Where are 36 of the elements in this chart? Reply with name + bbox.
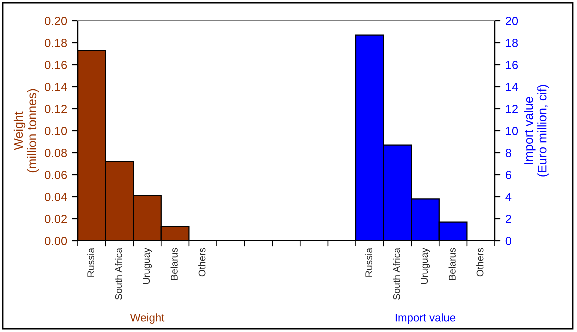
y-tick-label: 0.02: [45, 215, 67, 224]
y2-tick-label: 0: [506, 237, 512, 246]
x-tick-label: Uruguay: [143, 248, 152, 284]
y2-tick-label: 6: [506, 171, 512, 180]
x-tick-label: Russia: [87, 248, 95, 277]
y2-tick-label: 16: [506, 61, 518, 70]
x-tick-label: South Africa: [115, 248, 122, 300]
x-tick-label: Others: [476, 248, 484, 277]
x-tick-label: South Africa: [393, 248, 400, 300]
y-tick-label: 0.14: [45, 83, 68, 92]
y2-tick-label: 12: [506, 105, 518, 114]
y-tick-label: 0.08: [45, 149, 68, 158]
y-tick-label: 0.00: [45, 237, 68, 246]
x-tick-label: Russia: [365, 248, 373, 277]
y2-tick-label: 14: [506, 83, 518, 92]
x-tick-label: Belarus: [170, 248, 178, 280]
y-tick-label: 0.18: [45, 39, 68, 48]
y2-tick-label: 2: [506, 215, 512, 224]
text: Weight: [130, 314, 165, 324]
x-tick-label: Others: [198, 248, 206, 277]
y2-tick-label: 20: [506, 17, 518, 26]
y2-axis-title: Import value (Euro million, cif): [524, 85, 550, 177]
y-tick-label: 0.06: [45, 171, 68, 180]
x-tick-label: Belarus: [448, 248, 456, 280]
y2-tick-label: 4: [506, 193, 512, 202]
y-tick-label: 0.16: [45, 61, 68, 70]
y-tick-label: 0.04: [45, 193, 68, 202]
y-axis-title: Weight (million tonnes): [14, 89, 40, 173]
x-tick-label: Uruguay: [421, 248, 430, 284]
y-tick-label: 0.12: [45, 105, 67, 114]
y-tick-label: 0.10: [45, 127, 68, 136]
y2-tick-label: 10: [506, 127, 518, 136]
y-tick-label: 0.20: [45, 17, 68, 26]
y2-tick-label: 18: [506, 39, 518, 48]
y2-tick-label: 8: [506, 149, 512, 158]
text: Import value: [396, 314, 456, 324]
